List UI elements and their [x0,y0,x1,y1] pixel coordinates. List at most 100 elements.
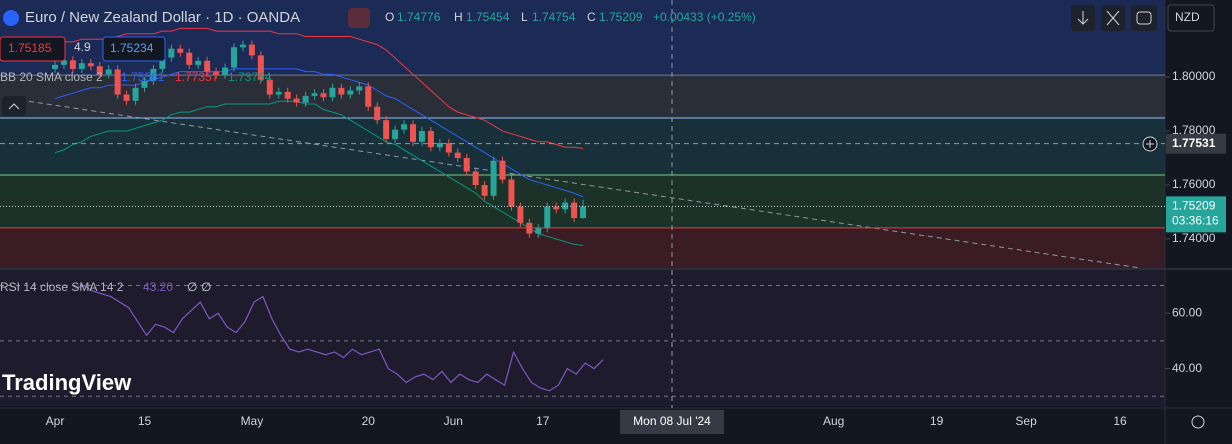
y-tick-label: 1.78000 [1172,123,1216,137]
ohlc-label: O [385,10,394,24]
candle-body [365,86,372,107]
settings-button[interactable] [1191,415,1205,429]
countdown: 03:36:16 [1172,214,1219,228]
candle-body [481,185,488,196]
candle-body [436,143,443,148]
candle-body [275,91,282,95]
candle-body [123,94,130,101]
sell-button[interactable] [0,36,66,62]
y-tick-label: 1.76000 [1172,177,1216,191]
candle-body [204,60,211,72]
buy-button[interactable] [102,36,166,62]
candle-body [499,160,506,180]
collapse-button[interactable] [2,96,26,116]
candle-body [213,71,220,75]
candle-body [284,91,291,99]
rsi-value: 43.20 [143,280,173,294]
last-price: 1.75209 [1172,199,1216,213]
candle-body [69,60,76,69]
ohlc-value: 1.74754 [532,10,576,24]
symbol-icon [3,10,19,26]
icon [1136,11,1152,25]
candle-body [159,57,166,69]
spread: 4.9 [74,40,91,54]
ohlc-label: C [587,10,596,24]
rsi-na: ∅ [187,280,197,294]
candle-body [553,206,560,210]
candle-body [490,160,497,196]
candle-body [535,228,542,234]
candle-body [168,48,175,58]
candle-body [410,124,416,142]
ohlc-label: L [521,10,528,24]
candle-body [96,66,103,75]
icon [1077,11,1089,25]
candle-body [347,90,354,95]
candle-body [472,171,479,186]
indicator-icon[interactable] [348,8,370,28]
x-tick-label: May [241,414,264,428]
x-tick-label: 15 [138,414,152,428]
candle-body [52,64,58,69]
y-tick-label: 1.74000 [1172,231,1216,245]
zone [0,118,1165,175]
y-tick-label: 40.00 [1172,361,1202,375]
x-tick-label: Jun [444,414,463,428]
currency-button[interactable] [1167,4,1215,32]
y-tick-label: 60.00 [1172,305,1202,319]
logo: TradingView [2,370,132,395]
candle-body [562,202,569,210]
x-tick-label: Aug [823,414,844,428]
rsi-line [74,284,604,392]
collapse-icon [8,103,20,110]
candle-body [78,63,85,69]
candle-body [150,68,157,82]
zone [0,0,1165,75]
candle-body [248,44,255,56]
symbol-title[interactable]: Euro / New Zealand Dollar · 1D · OANDA [25,9,300,26]
candle-body [239,44,246,48]
x-tick-label: 19 [930,414,944,428]
bb-value: 1.77357 [175,70,219,84]
crosshair-price-box [1166,133,1226,154]
candle-body [231,47,237,68]
change: +0.00433 (+0.25%) [653,10,756,24]
candle-body [383,120,390,140]
candle-body [132,87,139,101]
icon [1146,140,1154,148]
candle-body [356,86,363,91]
zone [0,175,1165,228]
button[interactable] [1131,5,1157,31]
candle-body [392,129,399,140]
candle-body [338,87,345,95]
x-tick-label: 16 [1113,414,1127,428]
sell-price[interactable]: 1.75185 [8,41,52,55]
x-tick-label: Sep [1015,414,1037,428]
buy-price[interactable]: 1.75234 [110,41,154,55]
currency[interactable]: NZD [1175,10,1200,24]
x-tick-label: Apr [46,414,65,428]
candle-body [87,63,94,67]
ohlc-value: 1.75454 [466,10,510,24]
crosshair-date: Mon 08 Jul '24 [633,414,711,428]
rsi-pane [0,270,1165,406]
bb-line [54,100,584,246]
candle-body [302,95,309,103]
bb-line [54,27,584,149]
candle-body [329,87,336,98]
candle-body [266,79,273,95]
zone [0,228,1165,268]
bb-value: 1.75561 [121,70,165,84]
icon [1106,10,1120,26]
candle-body [186,52,193,65]
last-price-box [1166,196,1226,233]
crosshair-date-box [620,410,724,434]
x-tick-label: 17 [536,414,550,428]
candle-body [526,222,533,234]
candle-body [544,206,551,229]
candle-body [508,179,515,207]
candle-body [427,131,434,148]
plot [0,27,1165,397]
